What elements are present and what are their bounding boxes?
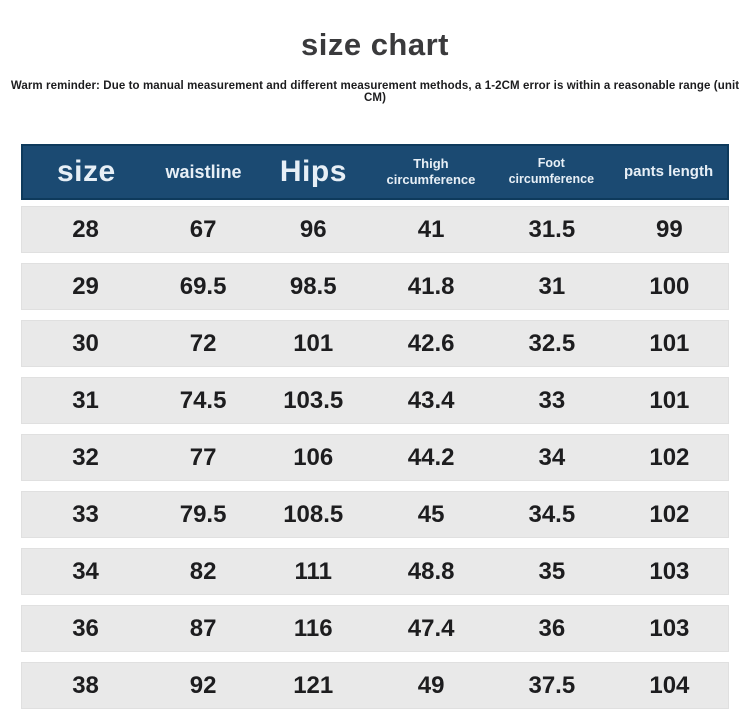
cell-waistline: 67 (189, 215, 217, 243)
cell-foot: 34 (538, 443, 566, 471)
cell-waistline: 72 (189, 329, 217, 357)
cell-waistline: 69.5 (179, 272, 227, 300)
cell-pants-length: 103 (649, 557, 690, 585)
cell-pants-length: 102 (649, 500, 690, 528)
cell-thigh: 48.8 (407, 557, 455, 585)
cell-pants-length: 102 (649, 443, 690, 471)
cell-thigh: 41 (417, 215, 445, 243)
cell-size: 31 (72, 386, 99, 414)
table-row: 34 82 111 48.8 35 103 (21, 548, 729, 595)
cell-thigh: 45 (417, 500, 445, 528)
table-row: 29 69.5 98.5 41.8 31 100 (21, 263, 729, 310)
cell-pants-length: 99 (656, 215, 683, 243)
cell-size: 33 (72, 500, 99, 528)
cell-size: 30 (72, 329, 99, 357)
cell-waistline: 87 (189, 614, 217, 642)
page-title: size chart (300, 27, 449, 62)
table-row: 36 87 116 47.4 36 103 (21, 605, 729, 652)
cell-thigh: 47.4 (407, 614, 455, 642)
cell-foot: 33 (538, 386, 566, 414)
cell-hips: 98.5 (289, 272, 337, 300)
cell-thigh: 43.4 (407, 386, 455, 414)
header-thigh-circumference: Thigh circumference (386, 155, 476, 187)
measurement-reminder-text: Warm reminder: Due to manual measurement… (10, 80, 740, 104)
header-waistline: waistline (165, 161, 242, 182)
cell-size: 28 (72, 215, 99, 243)
cell-pants-length: 103 (649, 614, 690, 642)
table-row: 33 79.5 108.5 45 34.5 102 (21, 491, 729, 538)
cell-thigh: 44.2 (407, 443, 455, 471)
cell-foot: 37.5 (528, 671, 576, 699)
cell-hips: 101 (293, 329, 334, 357)
cell-hips: 106 (293, 443, 334, 471)
cell-size: 36 (72, 614, 99, 642)
cell-waistline: 74.5 (179, 386, 227, 414)
header-pants-length: pants length (623, 162, 714, 180)
cell-pants-length: 100 (649, 272, 690, 300)
cell-pants-length: 104 (649, 671, 690, 699)
cell-hips: 108.5 (283, 500, 344, 528)
cell-waistline: 77 (189, 443, 217, 471)
cell-waistline: 82 (189, 557, 217, 585)
header-size: size (57, 155, 116, 189)
cell-hips: 121 (293, 671, 334, 699)
cell-pants-length: 101 (649, 329, 690, 357)
table-row: 32 77 106 44.2 34 102 (21, 434, 729, 481)
cell-foot: 31 (538, 272, 566, 300)
cell-waistline: 92 (189, 671, 217, 699)
cell-foot: 31.5 (528, 215, 576, 243)
cell-hips: 111 (294, 557, 332, 585)
cell-foot: 35 (538, 557, 566, 585)
cell-thigh: 49 (417, 671, 445, 699)
cell-thigh: 41.8 (407, 272, 455, 300)
header-foot-circumference: Foot circumference (508, 156, 595, 186)
header-hips: Hips (279, 155, 347, 189)
size-chart-page: size chart Warm reminder: Due to manual … (0, 27, 750, 724)
cell-hips: 103.5 (283, 386, 344, 414)
cell-hips: 96 (299, 215, 327, 243)
cell-size: 29 (72, 272, 99, 300)
cell-foot: 36 (538, 614, 566, 642)
cell-size: 34 (72, 557, 99, 585)
cell-pants-length: 101 (649, 386, 690, 414)
table-row: 30 72 101 42.6 32.5 101 (21, 320, 729, 367)
cell-waistline: 79.5 (179, 500, 227, 528)
cell-foot: 32.5 (528, 329, 576, 357)
cell-hips: 116 (293, 614, 333, 642)
cell-size: 38 (72, 671, 99, 699)
table-row: 38 92 121 49 37.5 104 (21, 662, 729, 709)
table-header-row: size waistline Hips Thigh circumference … (21, 144, 729, 200)
size-table: size waistline Hips Thigh circumference … (21, 144, 729, 719)
table-row: 31 74.5 103.5 43.4 33 101 (21, 377, 729, 424)
cell-foot: 34.5 (528, 500, 576, 528)
table-row: 28 67 96 41 31.5 99 (21, 206, 729, 253)
cell-thigh: 42.6 (407, 329, 455, 357)
cell-size: 32 (72, 443, 99, 471)
